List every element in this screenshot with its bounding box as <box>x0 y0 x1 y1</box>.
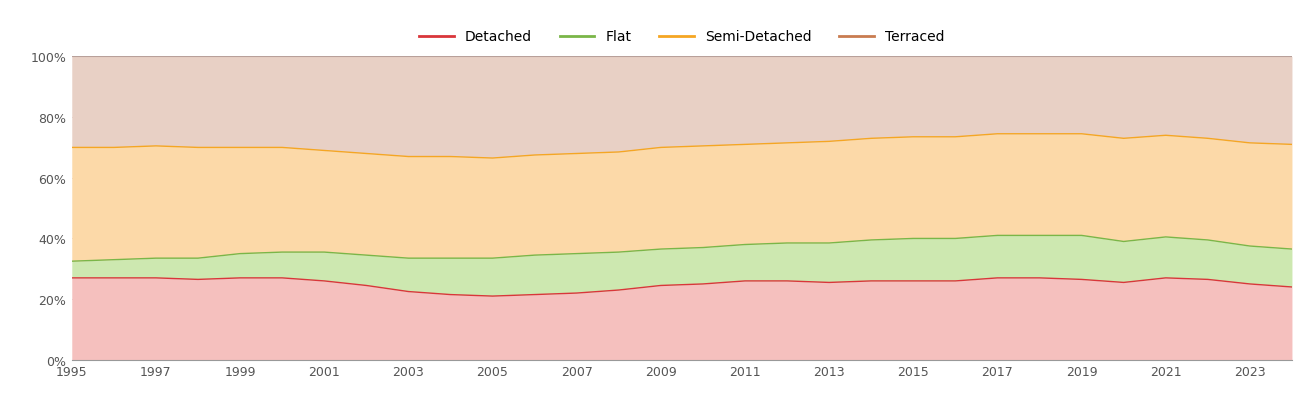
Legend: Detached, Flat, Semi-Detached, Terraced: Detached, Flat, Semi-Detached, Terraced <box>419 30 945 44</box>
